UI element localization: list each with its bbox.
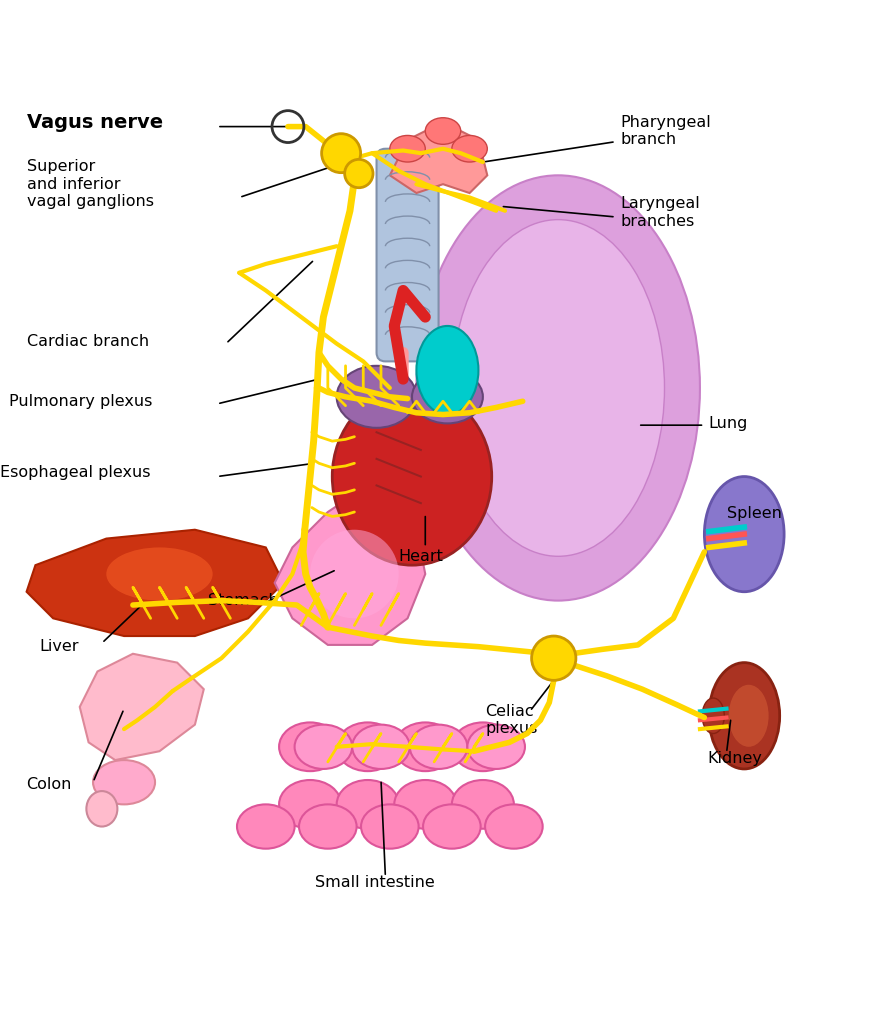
Text: Heart: Heart <box>399 549 444 564</box>
Text: Esophageal plexus: Esophageal plexus <box>0 465 151 479</box>
Ellipse shape <box>702 698 725 733</box>
Text: Laryngeal
branches: Laryngeal branches <box>620 197 700 228</box>
Text: Kidney: Kidney <box>707 751 762 766</box>
Ellipse shape <box>337 780 399 828</box>
Text: Spleen: Spleen <box>727 506 781 521</box>
Ellipse shape <box>310 529 399 618</box>
Ellipse shape <box>394 780 456 828</box>
Text: Small intestine: Small intestine <box>315 874 434 890</box>
Text: Celiac
plexus: Celiac plexus <box>486 705 538 736</box>
Polygon shape <box>390 122 487 194</box>
Circle shape <box>532 636 576 680</box>
Ellipse shape <box>425 118 461 144</box>
Ellipse shape <box>486 805 542 849</box>
Ellipse shape <box>279 722 341 771</box>
Ellipse shape <box>468 725 525 769</box>
Ellipse shape <box>416 326 478 415</box>
Ellipse shape <box>416 175 700 601</box>
Ellipse shape <box>337 722 399 771</box>
Ellipse shape <box>452 219 664 556</box>
Ellipse shape <box>704 476 784 592</box>
Ellipse shape <box>361 805 418 849</box>
Text: Pharyngeal
branch: Pharyngeal branch <box>620 115 711 147</box>
Text: Lung: Lung <box>709 416 748 431</box>
Ellipse shape <box>452 780 514 828</box>
Text: Superior
and inferior
vagal ganglions: Superior and inferior vagal ganglions <box>27 160 153 209</box>
Ellipse shape <box>106 548 213 601</box>
Ellipse shape <box>709 663 780 769</box>
Text: Colon: Colon <box>27 777 72 793</box>
Polygon shape <box>80 653 204 760</box>
Circle shape <box>345 160 373 187</box>
Polygon shape <box>275 495 425 645</box>
Circle shape <box>322 134 361 173</box>
Text: Pulmonary plexus: Pulmonary plexus <box>9 394 152 409</box>
Ellipse shape <box>332 388 492 565</box>
Ellipse shape <box>412 371 483 423</box>
Ellipse shape <box>390 135 425 162</box>
Text: Stomach: Stomach <box>208 593 279 608</box>
Ellipse shape <box>294 725 352 769</box>
Ellipse shape <box>237 805 294 849</box>
Polygon shape <box>27 529 284 636</box>
FancyBboxPatch shape <box>377 148 439 361</box>
Text: Vagus nerve: Vagus nerve <box>27 113 163 132</box>
Ellipse shape <box>337 366 416 428</box>
Ellipse shape <box>87 792 117 826</box>
Ellipse shape <box>299 805 356 849</box>
Ellipse shape <box>424 805 480 849</box>
Ellipse shape <box>93 760 155 805</box>
Ellipse shape <box>728 685 768 746</box>
Ellipse shape <box>409 725 468 769</box>
Ellipse shape <box>452 722 514 771</box>
Ellipse shape <box>394 722 456 771</box>
Text: Liver: Liver <box>40 639 80 654</box>
Ellipse shape <box>452 135 487 162</box>
Ellipse shape <box>279 780 341 828</box>
Text: Cardiac branch: Cardiac branch <box>27 334 149 348</box>
Ellipse shape <box>352 725 410 769</box>
